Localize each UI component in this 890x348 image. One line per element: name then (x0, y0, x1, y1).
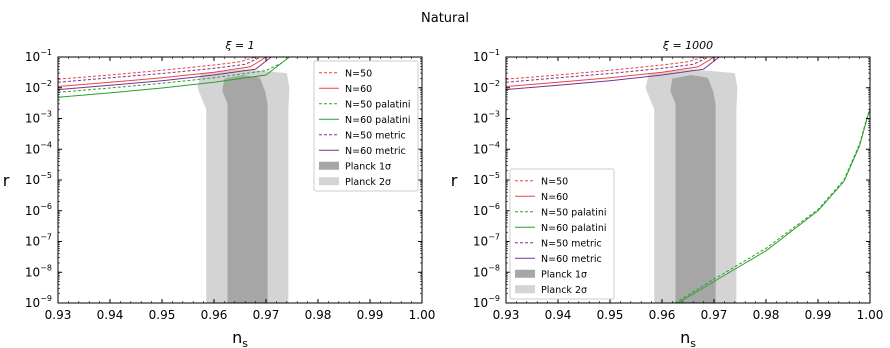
series-line (58, 57, 272, 91)
x-tick-label: 1.00 (857, 308, 884, 322)
x-tick-label: 0.99 (357, 308, 384, 322)
series-line (674, 108, 870, 303)
legend-label: N=50 metric (345, 130, 406, 141)
x-tick-label: 0.99 (805, 308, 832, 322)
y-tick-label: 10−2 (25, 79, 52, 95)
series-line (58, 57, 267, 87)
x-tick-label: 0.96 (201, 308, 228, 322)
legend-swatch (319, 161, 339, 170)
legend-label: N=60 (345, 84, 372, 95)
series-line (58, 57, 262, 83)
legend-swatch (515, 269, 535, 278)
y-tick-label: 10−1 (473, 48, 500, 64)
x-tick-label: 0.97 (701, 308, 728, 322)
series-line (506, 57, 704, 80)
x-tick-label: 0.96 (649, 308, 676, 322)
legend-label: Planck 1σ (541, 269, 587, 280)
x-tick-label: 0.93 (493, 308, 520, 322)
legend-box (509, 168, 615, 300)
legend-swatch (319, 177, 339, 186)
legend-label: N=60 (541, 192, 568, 203)
x-tick-label: 0.95 (149, 308, 176, 322)
panel-title: ξ = 1 (224, 39, 254, 52)
y-tick-label: 10−5 (25, 171, 52, 187)
legend-label: Planck 1σ (345, 161, 391, 172)
x-axis-label: ns (680, 328, 696, 348)
y-tick-label: 10−8 (473, 263, 500, 279)
legend-swatch (515, 285, 535, 294)
planck-region (222, 75, 268, 303)
series-line (506, 57, 720, 91)
series-line (677, 109, 870, 303)
series-line (58, 57, 290, 98)
legend: N=50 N=60 N=50 palatini N=60 palatini N=50 m… (509, 168, 615, 300)
x-axis-label: ns (232, 328, 248, 348)
x-tick-label: 0.95 (597, 308, 624, 322)
series-line (506, 57, 710, 83)
panel-1: 0.93 0.94 0.95 0.96 0.97 0.98 0.99 1.0010−910−8… (3, 39, 436, 348)
y-tick-label: 10−4 (25, 140, 52, 156)
y-tick-label: 10−7 (473, 233, 500, 249)
legend-label: N=60 palatini (541, 223, 607, 234)
y-tick-label: 10−5 (473, 171, 500, 187)
y-tick-label: 10−4 (473, 140, 500, 156)
y-tick-label: 10−2 (473, 79, 500, 95)
figure-suptitle: Natural (421, 11, 469, 26)
panel-2: 0.93 0.94 0.95 0.96 0.97 0.98 0.99 1.0010−910−8… (451, 39, 884, 348)
series-line (58, 62, 282, 93)
legend: N=50 N=60 N=50 palatini N=60 palatini N=50 m… (313, 60, 419, 192)
legend-label: N=60 metric (345, 146, 406, 157)
legend-label: N=50 metric (541, 238, 602, 249)
plot-area (506, 57, 870, 303)
legend-label: N=50 palatini (345, 99, 411, 110)
y-tick-label: 10−6 (473, 202, 500, 218)
series-line (58, 57, 256, 80)
y-tick-label: 10−6 (25, 202, 52, 218)
panel-title: ξ = 1000 (662, 39, 713, 52)
legend-label: N=60 palatini (345, 115, 411, 126)
x-tick-label: 1.00 (409, 308, 436, 322)
legend-label: Planck 2σ (541, 285, 587, 296)
plot-area (58, 57, 290, 303)
x-tick-label: 0.98 (305, 308, 332, 322)
legend-label: N=50 palatini (541, 207, 607, 218)
legend-label: N=50 (541, 176, 568, 187)
y-axis-label: r (451, 171, 458, 190)
series-line (506, 57, 715, 87)
legend-label: N=50 (345, 68, 372, 79)
x-tick-label: 0.94 (545, 308, 572, 322)
x-tick-label: 0.94 (97, 308, 124, 322)
legend-label: Planck 2σ (345, 177, 391, 188)
y-tick-label: 10−3 (473, 110, 500, 126)
planck-region (670, 75, 716, 303)
y-tick-label: 10−7 (25, 233, 52, 249)
y-tick-label: 10−3 (25, 110, 52, 126)
x-tick-label: 0.97 (253, 308, 280, 322)
y-axis-label: r (3, 171, 10, 190)
y-tick-label: 10−8 (25, 263, 52, 279)
legend-box (313, 60, 419, 192)
y-tick-label: 10−1 (25, 48, 52, 64)
x-tick-label: 0.93 (45, 308, 72, 322)
x-tick-label: 0.98 (753, 308, 780, 322)
legend-label: N=60 metric (541, 254, 602, 265)
